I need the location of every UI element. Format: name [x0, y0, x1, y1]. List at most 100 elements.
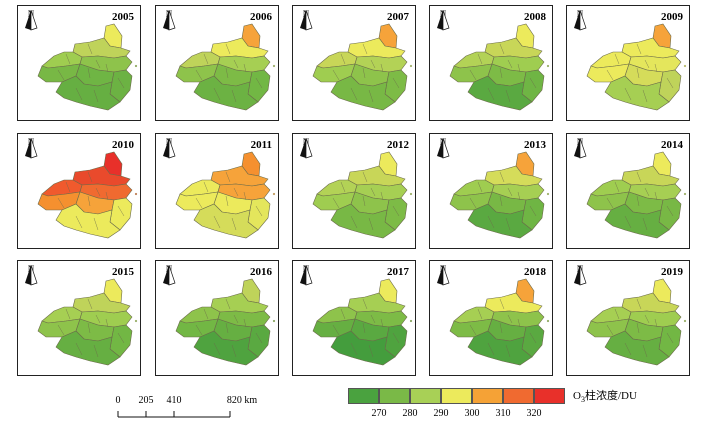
arrow-shape	[163, 138, 176, 159]
region-map	[312, 151, 413, 239]
county-boundary	[469, 324, 477, 336]
map-panel-2006: 2006 N	[155, 5, 279, 121]
county-boundary	[340, 53, 346, 65]
region-7	[55, 203, 121, 239]
region-map	[586, 23, 687, 111]
scale-max-value: 820	[226, 395, 242, 406]
north-arrow-icon: N	[436, 265, 450, 295]
county-boundary	[529, 332, 537, 344]
north-arrow-icon: N	[573, 138, 587, 168]
legend-swatch	[534, 388, 565, 404]
county-boundary	[507, 187, 513, 197]
legend-tick-label: 290	[433, 408, 449, 419]
island	[134, 192, 138, 196]
island	[134, 319, 138, 323]
arrow-shape	[25, 138, 38, 159]
year-label: 2011	[250, 139, 272, 151]
region-map	[586, 151, 687, 239]
region-map	[175, 151, 276, 239]
county-boundary	[225, 43, 231, 55]
county-boundary	[87, 322, 91, 334]
legend-tick-label: 300	[464, 408, 480, 419]
county-boundary	[636, 195, 640, 207]
legend-tick-label: 280	[402, 408, 418, 419]
county-boundary	[87, 43, 93, 55]
arrow-shape	[300, 265, 313, 286]
north-arrow-icon: N	[299, 265, 313, 295]
year-label: 2015	[112, 266, 134, 278]
region-map	[37, 278, 138, 366]
year-label: 2008	[524, 11, 546, 23]
county-boundary	[65, 181, 71, 193]
legend-swatch	[348, 388, 379, 404]
arrow-shape	[300, 138, 313, 159]
region-7	[330, 330, 396, 366]
county-boundary	[231, 217, 237, 231]
county-boundary	[380, 191, 384, 201]
arrow-shape	[163, 10, 176, 31]
legend-swatch	[441, 388, 472, 404]
region-map	[449, 151, 550, 239]
county-boundary	[517, 191, 521, 201]
region-7	[604, 75, 670, 111]
county-boundary	[243, 318, 247, 328]
legend-swatch	[410, 388, 441, 404]
county-boundary	[57, 69, 65, 81]
county-boundary	[203, 308, 209, 320]
north-arrow-icon: N	[162, 138, 176, 168]
county-boundary	[105, 63, 109, 73]
scale-line	[117, 411, 231, 418]
county-boundary	[507, 59, 513, 69]
legend-title: O3柱浓度/DU	[573, 388, 637, 408]
north-arrow-icon: N	[24, 10, 38, 40]
scale-tick-label: 205	[138, 395, 154, 406]
region-map	[586, 278, 687, 366]
county-boundary	[606, 324, 614, 336]
county-boundary	[362, 43, 368, 55]
county-boundary	[203, 181, 209, 193]
county-boundary	[487, 342, 495, 356]
county-boundary	[75, 87, 83, 101]
county-boundary	[350, 215, 358, 229]
county-boundary	[642, 89, 648, 103]
scale-tick-label: 0	[115, 395, 121, 406]
county-boundary	[213, 342, 221, 356]
year-label: 2018	[524, 266, 546, 278]
county-boundary	[225, 298, 231, 310]
county-boundary	[614, 308, 620, 320]
scale-tick-label: 820 km	[227, 395, 257, 406]
county-boundary	[243, 191, 247, 201]
county-boundary	[380, 318, 384, 328]
county-boundary	[105, 318, 109, 328]
county-boundary	[233, 59, 239, 69]
county-boundary	[65, 53, 71, 65]
county-boundary	[499, 171, 505, 183]
map-panel-2017: 2017 N	[292, 260, 416, 376]
county-boundary	[644, 314, 650, 324]
county-boundary	[654, 318, 658, 328]
map-panel-2018: 2018 N	[429, 260, 553, 376]
county-boundary	[332, 324, 340, 336]
region-7	[55, 330, 121, 366]
year-label: 2013	[524, 139, 546, 151]
county-boundary	[477, 308, 483, 320]
county-boundary	[105, 191, 109, 201]
county-boundary	[499, 67, 503, 79]
county-boundary	[370, 187, 376, 197]
region-map	[37, 23, 138, 111]
county-boundary	[624, 215, 632, 229]
county-boundary	[517, 63, 521, 73]
county-boundary	[644, 59, 650, 69]
arrow-shape	[163, 265, 176, 286]
county-boundary	[368, 344, 374, 358]
north-arrow-icon: N	[24, 138, 38, 168]
county-boundary	[243, 63, 247, 73]
arrow-shape	[25, 265, 38, 286]
county-boundary	[505, 217, 511, 231]
county-boundary	[636, 43, 642, 55]
county-boundary	[368, 217, 374, 231]
county-boundary	[614, 53, 620, 65]
county-boundary	[255, 77, 263, 89]
north-arrow-icon: N	[162, 265, 176, 295]
arrow-shape	[437, 10, 450, 31]
